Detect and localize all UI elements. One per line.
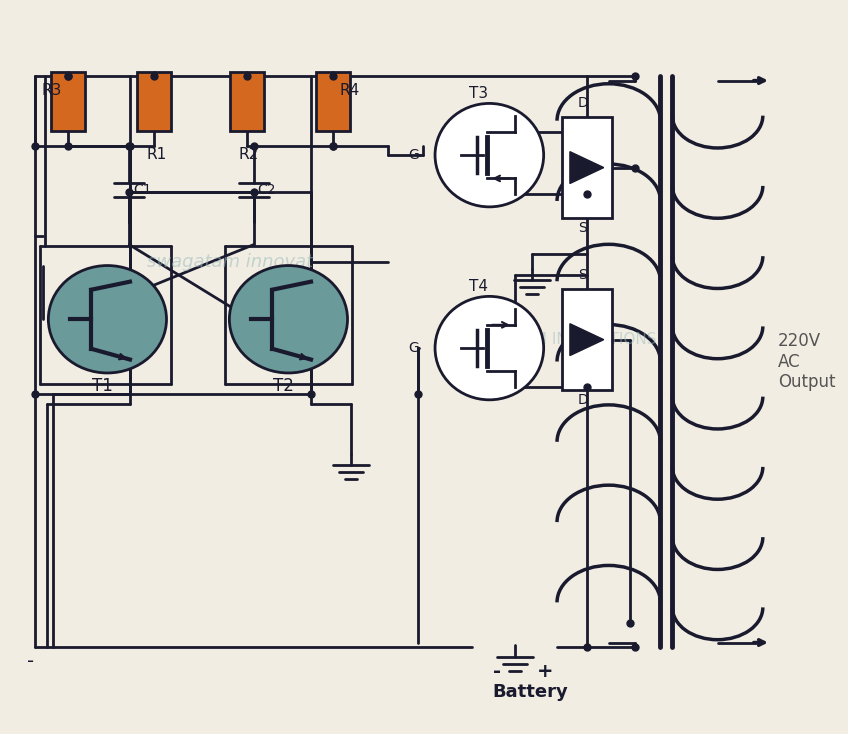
Text: S: S xyxy=(578,269,587,283)
Text: C2: C2 xyxy=(258,183,276,197)
Text: Battery: Battery xyxy=(493,683,569,701)
Text: T2: T2 xyxy=(273,377,294,395)
Polygon shape xyxy=(570,324,604,355)
Bar xyxy=(316,72,350,131)
Polygon shape xyxy=(570,152,604,184)
Text: D: D xyxy=(577,393,589,407)
Text: T1: T1 xyxy=(92,377,113,395)
Text: C1: C1 xyxy=(133,183,152,197)
Text: D: D xyxy=(577,96,589,110)
Text: S: S xyxy=(578,221,587,235)
Bar xyxy=(562,117,611,218)
Text: -: - xyxy=(493,662,501,681)
Bar xyxy=(51,72,85,131)
Text: G: G xyxy=(408,148,419,162)
Ellipse shape xyxy=(48,266,166,373)
Ellipse shape xyxy=(435,103,544,207)
Text: R2: R2 xyxy=(238,147,259,162)
Text: SWAGATAM INNOVATIONS: SWAGATAM INNOVATIONS xyxy=(460,332,656,347)
Text: 220V
AC
Output: 220V AC Output xyxy=(778,332,835,391)
Text: R4: R4 xyxy=(339,84,360,98)
Bar xyxy=(230,72,264,131)
Text: T4: T4 xyxy=(469,280,488,294)
Text: -: - xyxy=(27,653,34,672)
Text: R1: R1 xyxy=(146,147,166,162)
Text: +: + xyxy=(537,662,553,681)
Ellipse shape xyxy=(435,297,544,400)
Text: swagatam innovat: swagatam innovat xyxy=(148,252,313,271)
Text: G: G xyxy=(408,341,419,355)
Bar xyxy=(137,72,171,131)
Ellipse shape xyxy=(229,266,348,373)
Bar xyxy=(562,289,611,390)
Text: R3: R3 xyxy=(42,84,62,98)
Text: T3: T3 xyxy=(469,87,488,101)
